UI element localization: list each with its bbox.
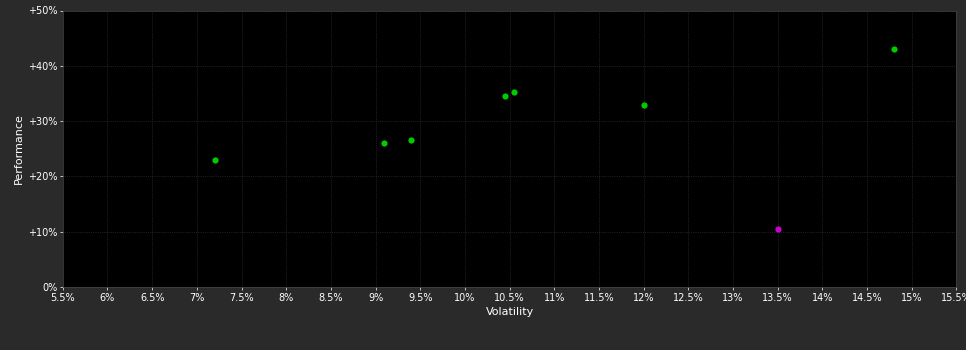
Point xyxy=(207,157,222,163)
Point xyxy=(497,93,513,99)
Y-axis label: Performance: Performance xyxy=(14,113,23,184)
Point xyxy=(404,138,419,143)
X-axis label: Volatility: Volatility xyxy=(486,307,533,317)
Point xyxy=(886,47,901,52)
Point xyxy=(636,102,651,107)
Point xyxy=(506,90,522,95)
Point xyxy=(770,226,785,232)
Point xyxy=(377,140,392,146)
